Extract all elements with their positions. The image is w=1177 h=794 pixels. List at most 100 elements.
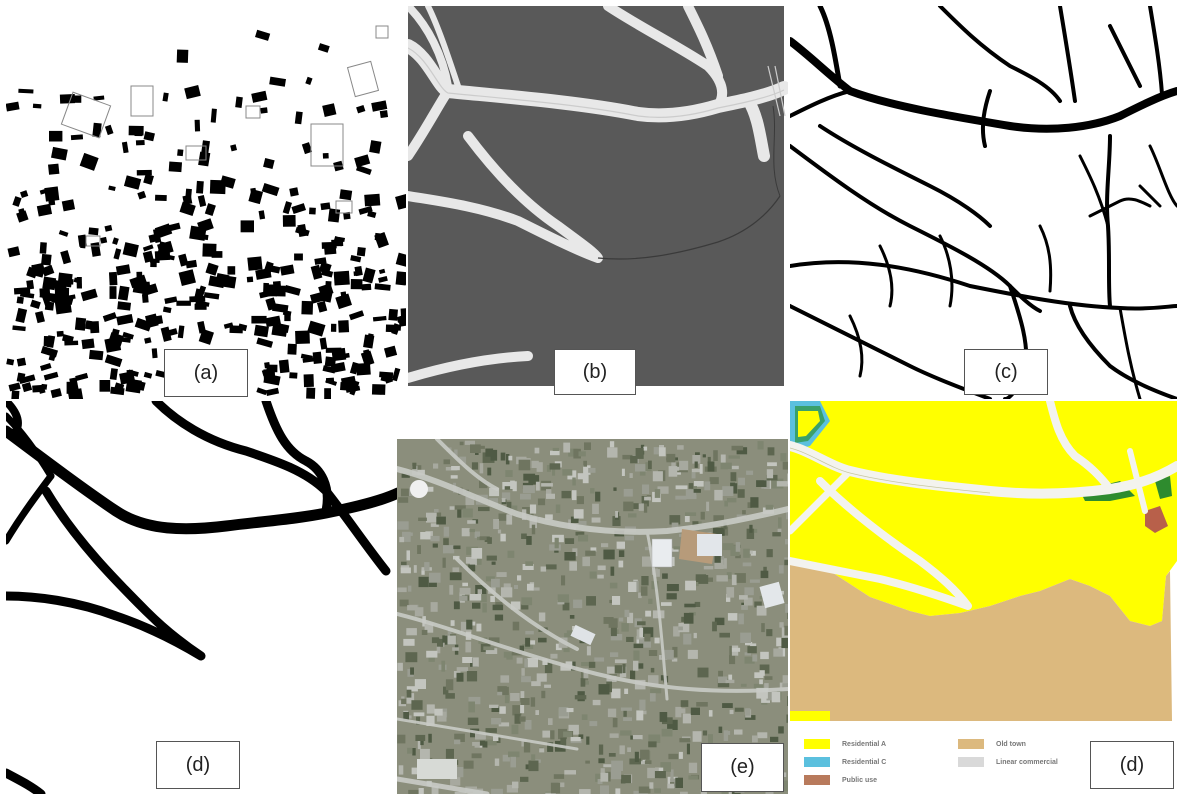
building-footprint xyxy=(211,251,223,258)
aerial-texture-patch xyxy=(641,576,649,586)
aerial-texture-patch xyxy=(592,699,601,706)
aerial-texture-patch xyxy=(615,511,619,518)
building-footprint xyxy=(151,348,158,359)
building-footprint xyxy=(92,122,102,138)
aerial-texture-patch xyxy=(403,638,415,646)
aerial-texture-patch xyxy=(574,695,587,700)
building-footprint xyxy=(312,351,323,365)
aerial-texture-patch xyxy=(568,448,578,457)
aerial-texture-patch xyxy=(648,650,658,656)
aerial-texture-patch xyxy=(401,473,410,478)
aerial-texture-patch xyxy=(597,779,603,784)
building-footprint xyxy=(117,285,130,301)
building-footprint xyxy=(306,387,316,399)
aerial-texture-patch xyxy=(416,716,421,725)
building-footprint xyxy=(178,253,189,267)
building-footprint xyxy=(362,267,376,284)
building-footprint xyxy=(284,313,291,322)
aerial-texture-patch xyxy=(553,774,565,779)
aerial-texture-patch xyxy=(468,564,476,572)
aerial-texture-patch xyxy=(401,488,413,497)
aerial-texture-patch xyxy=(722,543,734,551)
aerial-texture-patch xyxy=(668,466,678,477)
aerial-texture-patch xyxy=(757,732,768,739)
aerial-texture-patch xyxy=(483,646,495,651)
building-footprint xyxy=(60,250,72,265)
aerial-texture-patch xyxy=(401,698,407,705)
aerial-texture-patch xyxy=(496,572,507,577)
aerial-texture-patch xyxy=(703,566,714,570)
aerial-texture-patch xyxy=(728,465,739,470)
aerial-texture-patch xyxy=(648,675,659,685)
building-footprint xyxy=(61,199,76,212)
aerial-texture-patch xyxy=(623,488,633,497)
aerial-texture-patch xyxy=(449,572,462,581)
aerial-texture-patch xyxy=(569,561,577,571)
aerial-texture-patch xyxy=(722,486,734,496)
aerial-texture-patch xyxy=(471,548,483,559)
aerial-texture-patch xyxy=(704,481,711,491)
building-footprint xyxy=(396,314,406,323)
building-footprint xyxy=(322,103,337,118)
aerial-texture-patch xyxy=(541,690,546,699)
aerial-texture-patch xyxy=(646,495,652,499)
building-footprint xyxy=(197,218,214,233)
building-footprint xyxy=(354,265,363,277)
aerial-texture-patch xyxy=(456,672,464,682)
legend-item-residential-c: Residential C xyxy=(804,757,886,767)
building-footprint xyxy=(221,275,237,289)
aerial-texture-patch xyxy=(633,790,642,794)
aerial-texture-patch xyxy=(537,498,546,506)
aerial-texture-patch xyxy=(426,650,438,658)
aerial-texture-patch xyxy=(541,483,553,487)
aerial-texture-patch xyxy=(582,474,589,484)
aerial-texture-patch xyxy=(412,466,419,476)
aerial-texture-patch xyxy=(778,726,784,734)
aerial-texture-patch xyxy=(521,676,531,683)
building-footprint xyxy=(361,283,372,291)
aerial-texture-patch xyxy=(645,610,652,617)
aerial-texture-patch xyxy=(610,652,619,657)
aerial-texture-patch xyxy=(450,620,455,626)
panel-a-label: (a) xyxy=(164,349,248,397)
aerial-texture-patch xyxy=(511,505,518,511)
aerial-texture-patch xyxy=(652,471,663,482)
aerial-texture-patch xyxy=(478,506,490,512)
aerial-texture-patch xyxy=(668,753,679,760)
aerial-texture-patch xyxy=(634,751,639,762)
aerial-texture-patch xyxy=(442,557,446,568)
building-footprint xyxy=(123,175,142,190)
aerial-texture-patch xyxy=(497,691,503,696)
aerial-texture-patch xyxy=(784,625,788,636)
aerial-texture-patch xyxy=(519,716,526,722)
building-footprint xyxy=(314,257,327,265)
aerial-texture-patch xyxy=(542,658,548,665)
aerial-texture-patch xyxy=(510,756,516,768)
aerial-texture-patch xyxy=(514,585,518,589)
building-footprint xyxy=(316,300,328,313)
aerial-texture-patch xyxy=(726,730,731,735)
aerial-texture-patch xyxy=(680,791,688,794)
aerial-texture-patch xyxy=(521,604,529,610)
aerial-texture-patch xyxy=(756,480,767,487)
aerial-texture-patch xyxy=(531,754,536,761)
aerial-texture-patch xyxy=(610,769,622,780)
aerial-texture-patch xyxy=(694,601,701,607)
aerial-texture-patch xyxy=(588,467,596,473)
aerial-texture-patch xyxy=(558,707,569,717)
aerial-texture-patch xyxy=(731,574,737,586)
building-footprint xyxy=(137,190,147,200)
panel-c-label: (c) xyxy=(964,349,1048,395)
aerial-texture-patch xyxy=(683,633,692,645)
aerial-texture-patch xyxy=(743,548,750,558)
panel-d-land-use-map: Residential A Residential C Public use O… xyxy=(790,401,1177,794)
aerial-texture-patch xyxy=(709,477,719,485)
aerial-texture-patch xyxy=(778,565,784,574)
aerial-texture-patch xyxy=(678,626,683,631)
aerial-texture-patch xyxy=(603,549,615,560)
aerial-texture-patch xyxy=(525,630,534,635)
building-footprint xyxy=(104,354,123,368)
legend-swatch-residential-c xyxy=(804,757,830,767)
building-footprint xyxy=(7,246,21,258)
aerial-texture-patch xyxy=(770,736,779,742)
